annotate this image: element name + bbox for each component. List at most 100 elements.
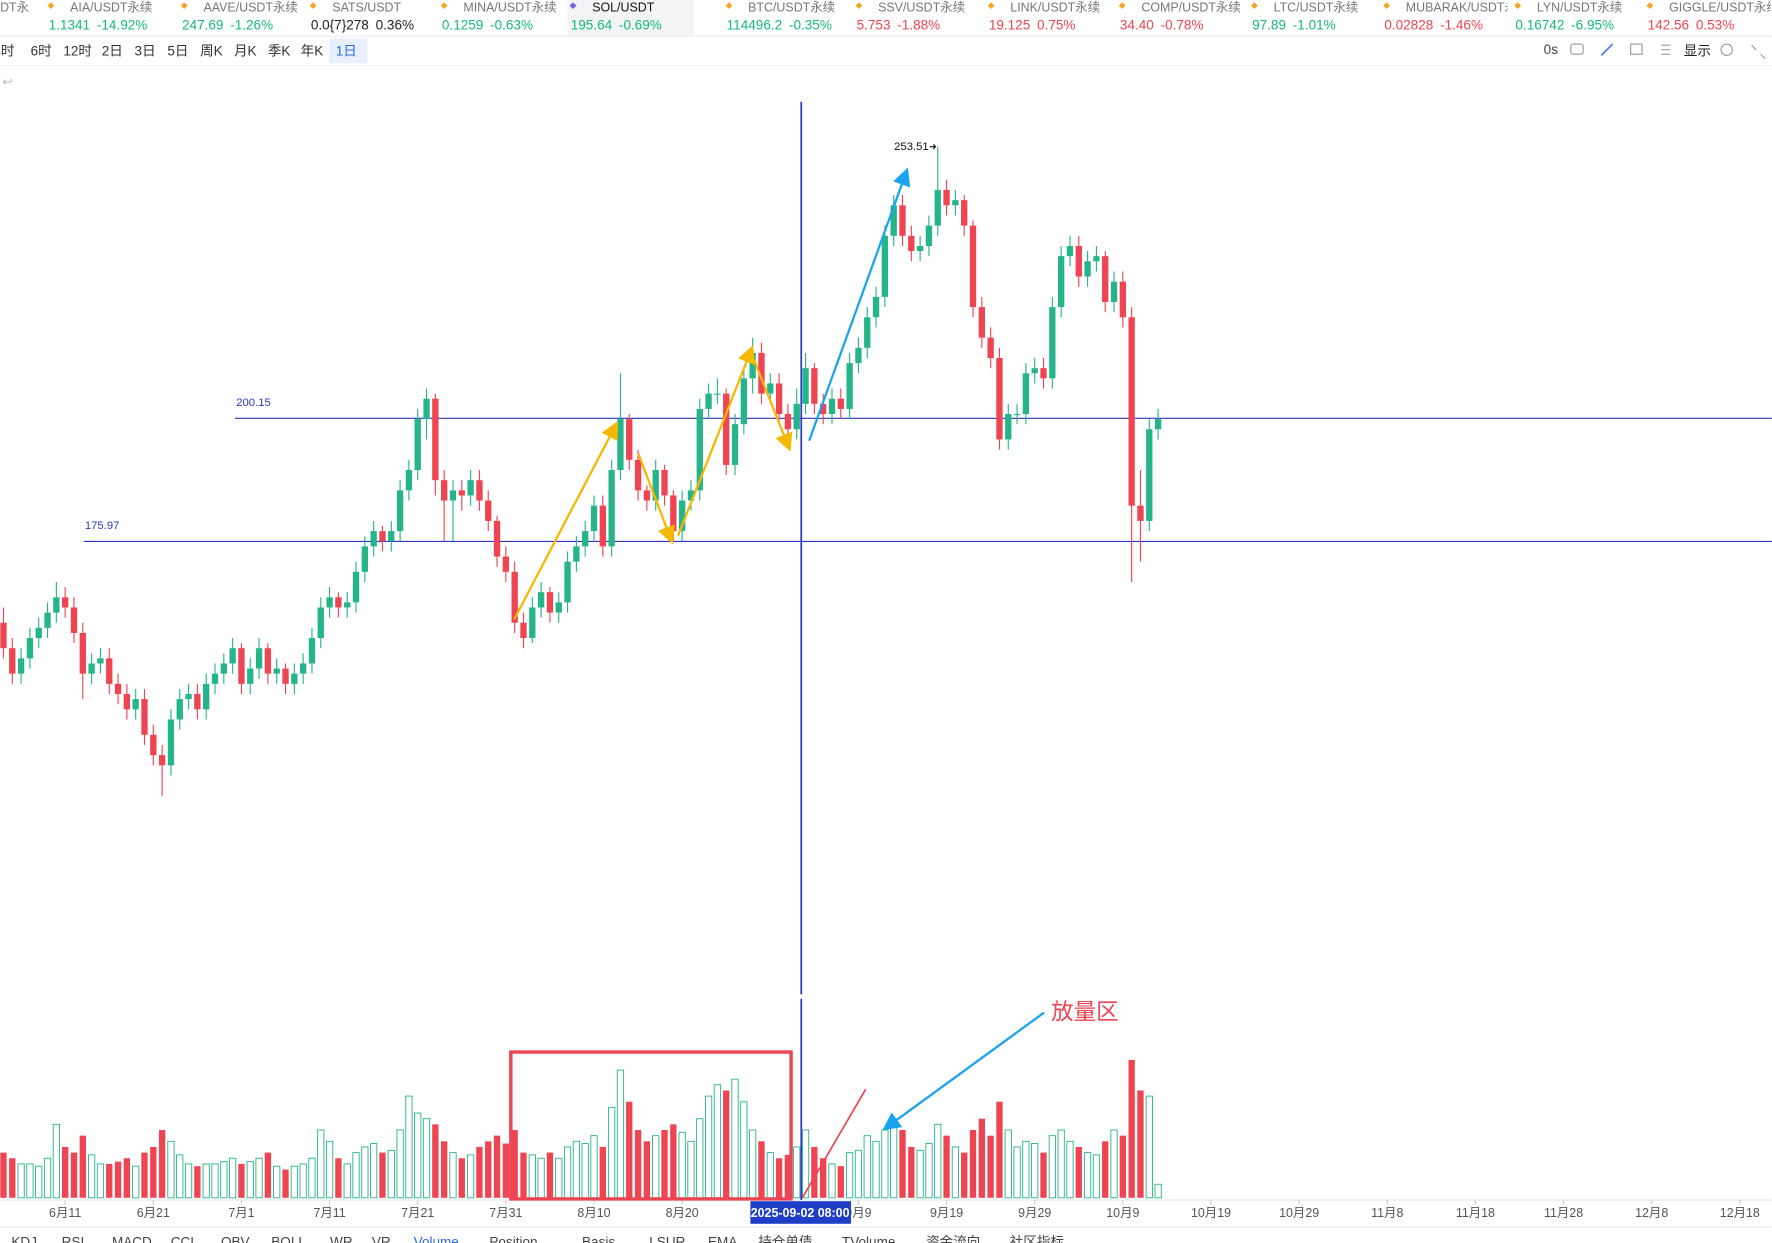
indicator-tab[interactable]: MACD [112, 1234, 152, 1243]
ticker[interactable]: SATS/USDT 0.0{7}278 0.36% [309, 0, 414, 32]
volume-bar [141, 1152, 148, 1198]
ticker[interactable]: DT永 [0, 0, 29, 14]
timeframe[interactable]: 月K [234, 43, 257, 58]
candle-body [1119, 281, 1127, 318]
timeframe[interactable]: 4时 [0, 43, 15, 58]
ticker[interactable]: MINA/USDT永续 0.1259 -0.63% [440, 0, 557, 32]
candle-body [1110, 281, 1118, 302]
ticker[interactable]: AAVE/USDT永续 247.69 -1.26% [180, 0, 298, 32]
indicator-tab[interactable]: CCI [171, 1234, 194, 1243]
crosshair-label: 2025-09-02 08:00 [751, 1206, 850, 1220]
volume-bar [1075, 1146, 1082, 1198]
timeframe[interactable]: 6时 [31, 43, 53, 58]
ticker[interactable]: LYN/USDT永续 0.16742 -6.95% [1514, 0, 1622, 32]
indicator-tab[interactable]: KDJ [11, 1234, 37, 1243]
ticker-bar: DT永 AIA/USDT永续 1.1341 -14.92% AAVE/USDT永续 247… [0, 0, 1772, 37]
indicator-tab[interactable]: WR [330, 1234, 353, 1243]
candle-body [485, 500, 492, 521]
volume-bar [925, 1143, 933, 1199]
volume-bar [758, 1141, 765, 1198]
arrow [637, 453, 675, 545]
x-tick-label: 11月18 [1456, 1206, 1495, 1220]
timeframe[interactable]: 季K [268, 43, 291, 58]
highlight-box [509, 1050, 793, 1201]
indicator-tab[interactable]: Position [489, 1234, 537, 1243]
volume-bar [325, 1140, 334, 1199]
ticker-change: -0.78% [1161, 17, 1204, 32]
indicator-tab[interactable]: RSI [62, 1234, 85, 1243]
volume-bar [801, 1129, 810, 1199]
volume-bar [872, 1140, 880, 1199]
ticker[interactable]: LTC/USDT永续 97.89 -1.01% [1250, 0, 1358, 32]
volume-bar [969, 1130, 977, 1198]
candle-body [1049, 307, 1056, 379]
candle-body [467, 480, 474, 496]
timeframe[interactable]: 周K [200, 43, 223, 58]
volume-bar [854, 1149, 863, 1199]
candle-body [828, 398, 836, 415]
candle-body [590, 505, 598, 532]
ticker-change: -0.69% [619, 17, 662, 32]
draw-icon[interactable] [1600, 43, 1614, 56]
indicator-tab[interactable]: TVolume [842, 1234, 895, 1243]
volume-bar [35, 1165, 43, 1199]
timeframe[interactable]: 年K [301, 43, 324, 58]
camera-icon[interactable] [1570, 43, 1584, 55]
timeframe[interactable]: 5日 [167, 43, 188, 58]
settings-icon[interactable] [1720, 43, 1733, 56]
ticker[interactable]: BTC/USDT永续 114496.2 -0.35% [725, 0, 836, 32]
candle-body [537, 592, 545, 608]
indicator-tab[interactable]: 持仓单债 [758, 1234, 812, 1243]
candle-body [555, 602, 562, 613]
indicator-tab[interactable]: VR [372, 1234, 391, 1243]
timeframe[interactable]: 3日 [135, 43, 156, 58]
candle-body [1084, 261, 1091, 277]
list-icon[interactable] [1661, 44, 1671, 55]
annotation-text: 放量区 [1051, 999, 1119, 1024]
indicator-tab[interactable]: 资金流向 [926, 1234, 980, 1243]
ticker[interactable]: AIA/USDT永续 1.1341 -14.92% [47, 0, 153, 32]
indicator-tab[interactable]: OBV [221, 1234, 250, 1243]
indicator-tab[interactable]: Volume [414, 1234, 459, 1243]
ticker-icon [1646, 2, 1654, 10]
indicator-tab[interactable]: BOLL [271, 1234, 306, 1243]
ticker[interactable]: MUBARAK/USDT永续 0.02828 -1.46% [1383, 0, 1529, 32]
indicator-tab[interactable]: 社区指标 [1010, 1234, 1064, 1243]
volume-bar [1119, 1135, 1127, 1198]
timeframe[interactable]: 2日 [102, 43, 123, 58]
x-tick-label: 12月18 [1720, 1206, 1760, 1220]
volume-bar [414, 1112, 422, 1199]
candle-body [520, 622, 527, 639]
ticker[interactable]: COMP/USDT永续 34.40 -0.78% [1118, 0, 1241, 32]
ticker[interactable]: SOL/USDT 195.64 -0.69% [567, 0, 718, 37]
ticker-name: SOL/USDT [592, 0, 655, 14]
indicator-tab[interactable]: LSUR [649, 1234, 685, 1243]
timeframe[interactable]: 12时 [63, 43, 92, 58]
right-tools: 0s 显示 [1544, 42, 1766, 60]
indicator-tab[interactable]: Basis [582, 1234, 615, 1243]
candle-body [1146, 429, 1153, 521]
window-icon[interactable] [1630, 43, 1643, 55]
timeframe[interactable]: 1日 [336, 43, 357, 58]
indicator-tab[interactable]: EMA [708, 1234, 738, 1243]
volume-bar [202, 1163, 210, 1199]
candle-body [62, 597, 69, 608]
volume-bar [1031, 1143, 1039, 1199]
fullscreen-icon[interactable] [1751, 44, 1766, 60]
volume-bar [828, 1163, 836, 1199]
high-pointer [929, 144, 937, 150]
candle-body [899, 205, 906, 236]
ticker-icon [855, 2, 863, 10]
candle-body [405, 470, 413, 491]
display-toggle[interactable]: 显示 [1684, 43, 1711, 58]
candle-body [255, 648, 263, 669]
ticker[interactable]: LINK/USDT永续 19.125 0.75% [987, 0, 1100, 32]
ticker[interactable]: SSV/USDT永续 5.753 -1.88% [855, 0, 965, 32]
undo-icon[interactable]: ↩ [2, 75, 12, 89]
volume-bar [229, 1157, 237, 1199]
ticker[interactable]: GIGGLE/USDT永续 142.56 0.53% [1646, 0, 1772, 32]
candle-body [564, 561, 571, 603]
candle-body [784, 414, 792, 430]
crosshair-label-box [750, 1201, 851, 1224]
candle-body [1093, 256, 1100, 262]
